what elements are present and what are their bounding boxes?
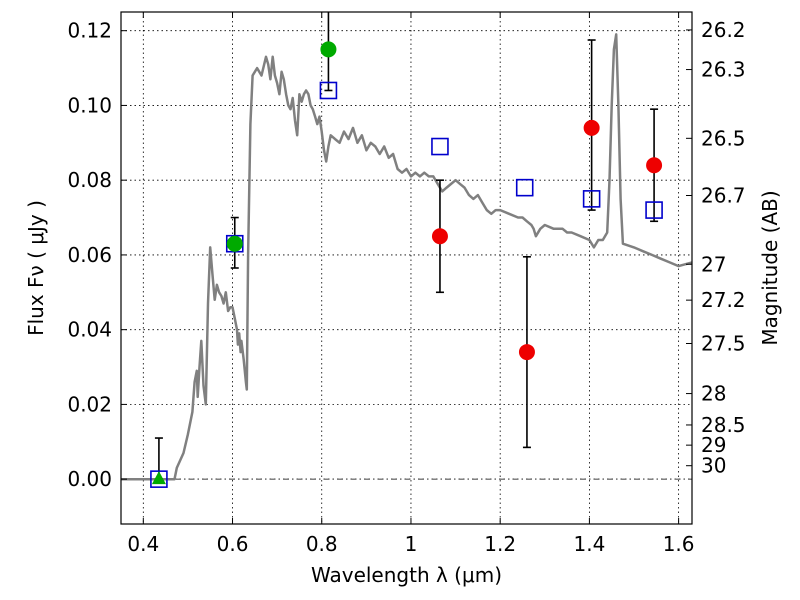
x-axis-label: Wavelength λ (μm) — [311, 563, 502, 587]
y-tick-label: 0.12 — [67, 19, 112, 43]
open-square-point — [645, 201, 663, 219]
right-tick-label: 26.3 — [701, 58, 746, 82]
plot-frame — [120, 11, 693, 525]
right-tick-label: 26.5 — [701, 126, 746, 150]
x-tick-label: 1.2 — [484, 532, 516, 556]
right-tick-label: 27.5 — [701, 331, 746, 355]
red-circle-point — [646, 157, 663, 174]
x-tick-label: 1.6 — [663, 532, 695, 556]
right-axis-label: Magnitude (AB) — [758, 190, 782, 345]
model-spectrum — [121, 33, 693, 481]
model-spectrum-line — [121, 33, 693, 481]
right-tick-label: 26.7 — [701, 183, 746, 207]
x-tick-label: 0.8 — [306, 532, 338, 556]
x-tick-label: 1.4 — [573, 532, 605, 556]
y-tick-label: 0.02 — [67, 392, 112, 416]
axis-ticks: 0.4 0.6 0.8 1 1.2 1.4 1.6 0.00 0.02 0.04 0.06 0.08 0… — [67, 12, 746, 556]
green-circle-point — [320, 41, 337, 58]
red-circle-point — [583, 119, 600, 136]
right-tick-label: 26.2 — [701, 18, 746, 42]
right-tick-label: 27.2 — [701, 288, 746, 312]
x-tick-label: 0.4 — [127, 532, 159, 556]
y-tick-label: 0.08 — [67, 168, 112, 192]
right-tick-label: 28 — [701, 382, 726, 406]
y-tick-label: 0.06 — [67, 243, 112, 267]
open-square-point — [431, 137, 449, 156]
y-axis-label: Flux Fν ( μJy ) — [24, 200, 48, 336]
right-tick-label: 27 — [701, 252, 726, 276]
open-square-point — [582, 190, 601, 208]
x-tick-label: 0.6 — [217, 532, 249, 556]
grid — [121, 12, 692, 524]
x-tick-label: 1 — [405, 532, 418, 556]
right-tick-label: 30 — [701, 454, 726, 478]
green-triangle-point — [151, 471, 166, 485]
open-square-point — [515, 178, 534, 197]
red-circle-point — [518, 344, 535, 361]
red-circle-point — [431, 228, 448, 245]
y-tick-label: 0.04 — [67, 318, 112, 342]
y-tick-label: 0.00 — [67, 467, 112, 491]
open-square-point — [319, 81, 338, 100]
data-points — [150, 41, 663, 488]
green-circle-point — [226, 235, 243, 252]
right-tick-label: 29 — [701, 433, 726, 457]
right-tick-label: 28.5 — [701, 413, 746, 437]
y-tick-label: 0.10 — [67, 93, 112, 117]
